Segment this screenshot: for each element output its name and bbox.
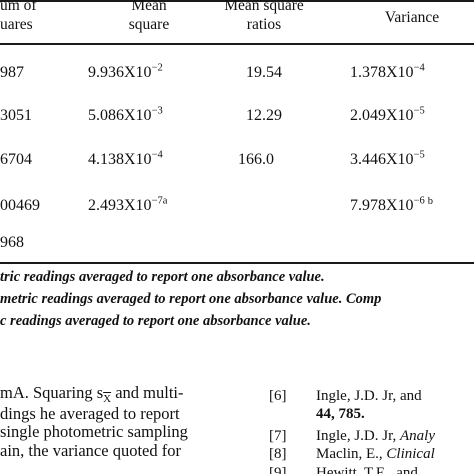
footnote-a: tric readings averaged to report one abs…	[0, 269, 325, 285]
cell-sum-of-squares: 3051	[0, 107, 32, 124]
cell-variance: 2.049X10−5	[350, 106, 425, 126]
subscript-letter: X	[103, 393, 112, 405]
mean-square-base: 5.086X10	[88, 107, 152, 124]
body-line: mA. Squaring sX and multi-	[0, 383, 188, 405]
body-line: dings he averaged to report	[0, 403, 180, 423]
reference-number: [8]	[269, 446, 287, 462]
variance-base: 2.049X10	[350, 107, 414, 124]
header-sum-of-squares: um of uares	[0, 0, 37, 34]
reference-8: [8] Maclin, E., Clinical	[269, 445, 435, 463]
variance-exponent: −4	[413, 62, 425, 74]
footnote-c: c readings averaged to report one absorb…	[0, 313, 311, 329]
reference-text: Hewitt, T.E., and	[316, 465, 418, 474]
reference-number: [9]	[269, 465, 287, 474]
reference-6-continued: 44, 785.	[316, 405, 365, 423]
cell-ratio: 12.29	[246, 107, 282, 124]
s-x-subscript: X	[103, 384, 111, 405]
header-ratios-line2: ratios	[246, 16, 282, 33]
variance-exponent: −5	[413, 105, 425, 117]
variance-exponent: −5	[413, 149, 425, 161]
reference-9: [9] Hewitt, T.E., and	[269, 464, 418, 474]
table-row: 6704 4.138X10−4 166.0 3.446X10−5	[0, 150, 474, 170]
header-sum-of-squares-line1: um of	[0, 0, 37, 14]
mean-square-exponent: −3	[151, 105, 163, 117]
variance-base: 7.978X10	[350, 197, 414, 214]
header-variance-label: Variance	[384, 9, 440, 26]
header-mean-square: Mean square	[96, 0, 202, 34]
table-header-rule	[0, 43, 474, 45]
header-variance: Variance	[350, 8, 474, 27]
table-row: 3051 5.086X10−3 12.29 2.049X10−5	[0, 106, 474, 126]
cell-mean-square: 9.936X10−2	[88, 63, 163, 83]
mean-square-exponent: −2	[151, 62, 163, 74]
cell-variance: 1.378X10−4	[350, 63, 425, 83]
body-line-text: and multi-	[111, 383, 184, 402]
cell-sum-of-squares: 00469	[0, 197, 40, 214]
table-row: 968	[0, 233, 474, 253]
reference-volume: 44, 785.	[316, 406, 365, 422]
body-paragraph: mA. Squaring sX and multi- dings he aver…	[0, 383, 188, 460]
cell-variance: 3.446X10−5	[350, 150, 425, 170]
header-mean-square-line1: Mean	[131, 0, 167, 14]
reference-number: [7]	[269, 428, 287, 444]
header-mean-square-line2: square	[128, 16, 170, 33]
cell-sum-of-squares: 987	[0, 64, 24, 81]
reference-text: Ingle, J.D. Jr, and	[316, 388, 422, 404]
header-ratios-line1: Mean square	[224, 0, 304, 14]
body-line-text: mA. Squaring s	[0, 383, 104, 402]
table-row: 00469 2.493X10−7a 7.978X10−6 b	[0, 196, 474, 216]
variance-exponent: −6	[413, 195, 425, 207]
mean-square-footnote-mark: a	[162, 195, 168, 207]
header-mean-square-ratios: Mean square ratios	[202, 0, 326, 34]
reference-journal: Clinical	[386, 446, 435, 462]
cell-mean-square: 4.138X10−4	[88, 150, 163, 170]
reference-7: [7] Ingle, J.D. Jr, Analy	[269, 427, 435, 445]
reference-text: Maclin, E.,	[316, 446, 387, 462]
cell-mean-square: 5.086X10−3	[88, 106, 163, 126]
cell-ratio: 19.54	[246, 64, 282, 81]
header-sum-of-squares-line2: uares	[0, 16, 33, 33]
variance-base: 1.378X10	[350, 64, 414, 81]
cell-mean-square: 2.493X10−7a	[88, 196, 167, 216]
body-line: single photometric sampling	[0, 422, 188, 441]
reference-journal: Analy	[399, 428, 435, 444]
mean-square-base: 2.493X10	[88, 197, 152, 214]
cell-sum-of-squares: 6704	[0, 151, 32, 168]
cell-variance: 7.978X10−6 b	[350, 196, 433, 216]
reference-text: Ingle, J.D. Jr,	[316, 428, 400, 444]
table-top-rule	[0, 0, 474, 2]
cell-sum-of-squares: 968	[0, 234, 24, 251]
mean-square-exponent: −4	[151, 149, 163, 161]
mean-square-base: 4.138X10	[88, 151, 152, 168]
body-line: ain, the variance quoted for	[0, 440, 181, 460]
table-row: 987 9.936X10−2 19.54 1.378X10−4	[0, 63, 474, 83]
footnote-b: metric readings averaged to report one a…	[0, 291, 382, 307]
mean-square-base: 9.936X10	[88, 64, 152, 81]
reference-6: [6] Ingle, J.D. Jr, and	[269, 387, 422, 405]
variance-footnote-mark: b	[427, 195, 433, 207]
reference-number: [6]	[269, 388, 287, 404]
table-bottom-rule	[0, 262, 474, 264]
variance-base: 3.446X10	[350, 151, 414, 168]
cell-ratio: 166.0	[238, 151, 274, 168]
mean-square-exponent: −7	[151, 195, 163, 207]
